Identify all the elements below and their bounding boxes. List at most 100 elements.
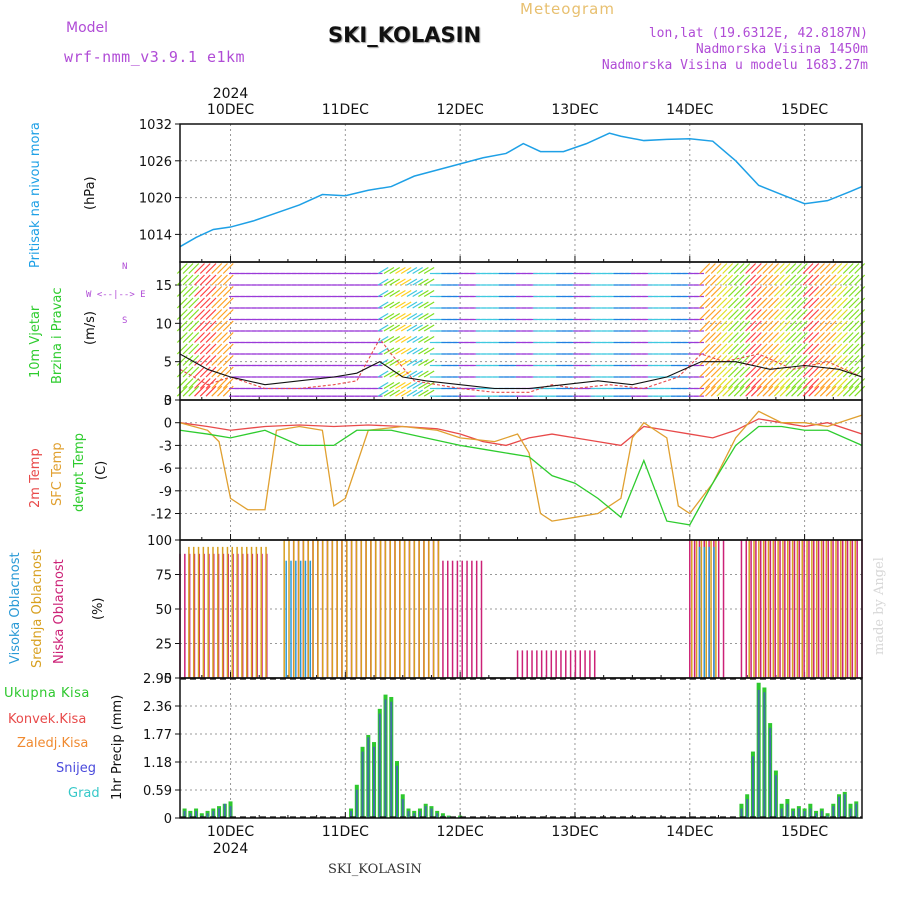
temp-2m-line [179, 418, 863, 447]
wind-arrow [423, 335, 435, 344]
elevation-label: Nadmorska Visina 1450m [695, 42, 868, 57]
wind-arrow [814, 263, 825, 274]
wind-arrow [773, 297, 785, 309]
wind-arrow [739, 263, 751, 274]
wind-arrow [412, 347, 423, 355]
wind-arrow [745, 366, 757, 378]
wind-arrow [222, 297, 234, 309]
wind-arrow [412, 266, 423, 275]
wind-arrow [710, 320, 722, 332]
wind-arrow [802, 274, 814, 286]
wind-arrow [710, 332, 722, 343]
wind-arrow [854, 332, 866, 343]
wind-arrow [825, 385, 837, 397]
wind-arrow [722, 332, 734, 343]
wind-arrow [848, 343, 860, 355]
wind-arrow [733, 332, 745, 343]
wind-arrow [406, 381, 418, 390]
wind-arrow [750, 309, 762, 320]
wind-arrow [716, 378, 728, 389]
wind-arrow [400, 358, 412, 367]
wind-arrow [848, 378, 860, 389]
wind-arrow [831, 320, 843, 332]
wind-arrow [779, 366, 791, 378]
wind-arrow [831, 297, 843, 309]
wind-arrow [779, 332, 791, 343]
precip-snow-bar [355, 789, 358, 818]
wind-arrow [222, 309, 234, 320]
wind-arrow [773, 286, 785, 297]
wind-arrow [194, 263, 205, 274]
wind-arrow [182, 355, 194, 366]
top-day-label: 15DEC [781, 102, 828, 118]
pressure-y-tick-label: 1020 [139, 192, 172, 207]
precip-snow-bar [792, 810, 795, 818]
wind-arrow [825, 343, 837, 355]
precip-snow-bar [838, 796, 841, 818]
wind-arrow [205, 263, 217, 274]
precip-total-bar [199, 813, 204, 818]
wind-arrow [796, 286, 808, 297]
wind-arrow [814, 332, 825, 343]
wind-arrow [716, 366, 728, 378]
wind-arrow [716, 355, 728, 366]
wind-y-tick-label: 0 [164, 394, 172, 409]
wind-arrow [205, 320, 217, 332]
wind-arrow [819, 309, 831, 320]
wind-arrow [222, 320, 234, 332]
wind-arrow [773, 378, 785, 389]
precip-legend-snow: Snijeg [56, 761, 96, 776]
wind-arrow [406, 312, 418, 321]
wind-y-tick-label: 15 [155, 279, 172, 294]
wind-arrow [188, 332, 200, 343]
wind-arrow [773, 385, 785, 397]
wind-arrow [808, 378, 820, 389]
bottom-day-label: 15DEC [781, 824, 828, 840]
wind-arrow [418, 278, 429, 286]
wind-arrow [389, 347, 401, 355]
precip-snow-bar [740, 808, 743, 818]
precip-snow-bar [757, 689, 760, 818]
precip-y-tick-label: 0 [164, 812, 172, 827]
wind-arrow [418, 389, 429, 397]
wind-arrow [377, 312, 389, 321]
wind-arrow [768, 286, 780, 297]
wind-arrow [400, 278, 412, 286]
wind-arrow [423, 312, 435, 321]
wind-arrow [383, 266, 395, 275]
wind-arrow [182, 320, 194, 332]
wind-arrow [217, 320, 228, 332]
wind-arrow [400, 266, 412, 275]
wind-arrow [418, 301, 429, 309]
wind-arrow [814, 385, 825, 397]
footer-station: SKI_KOLASIN [328, 862, 422, 877]
wind-arrow [825, 320, 837, 332]
wind-arrow [188, 378, 200, 389]
precip-snow-bar [350, 810, 353, 818]
wind-arrow [733, 355, 745, 366]
wind-arrow [423, 389, 435, 397]
bottom-year-label: 2024 [213, 841, 249, 857]
wind-arrow [785, 286, 797, 297]
wind-arrow [779, 263, 791, 274]
wind-arrow [406, 358, 418, 367]
wind-arrow [205, 385, 217, 397]
wind-arrow [842, 332, 854, 343]
wind-arrow [400, 347, 412, 355]
wind-arrow [785, 343, 797, 355]
wind-arrow [768, 355, 780, 366]
wind-arrow [395, 266, 406, 275]
wind-arrow [395, 278, 406, 286]
wind-arrow [211, 355, 223, 366]
wind-arrow [418, 266, 429, 275]
wind-arrow [699, 286, 711, 297]
wind-arrow [768, 309, 780, 320]
wind-arrow [716, 286, 728, 297]
wind-arrow [785, 309, 797, 320]
wind-arrow [705, 355, 716, 366]
wind-arrow [222, 274, 234, 286]
wind-arrow [400, 301, 412, 309]
wind-arrow [808, 332, 820, 343]
cloud-y-tick-label: 75 [155, 569, 172, 584]
wind-arrow [699, 332, 711, 343]
